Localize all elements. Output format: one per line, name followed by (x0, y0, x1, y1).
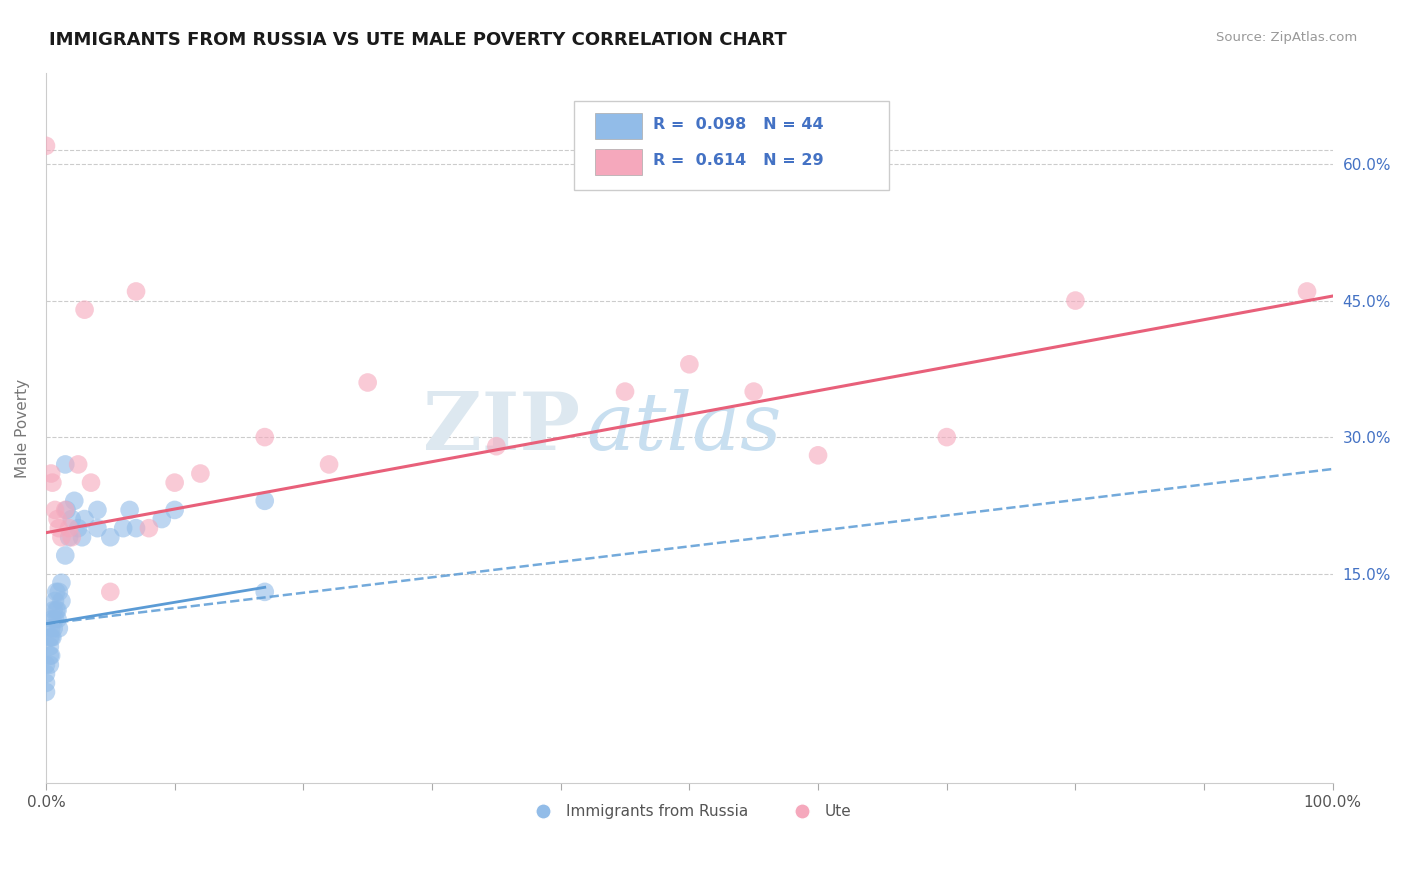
Y-axis label: Male Poverty: Male Poverty (15, 378, 30, 477)
Point (41, 475, 63, 490)
Point (112, 521, 135, 535)
Point (51, 530, 73, 544)
Point (44, 503, 66, 517)
Point (125, 521, 148, 535)
Point (138, 521, 160, 535)
Point (80, 475, 103, 490)
Point (41, 631, 63, 645)
Point (39, 467, 62, 481)
Point (38, 631, 60, 645)
Point (614, 384, 637, 399)
Point (253, 493, 276, 508)
Point (38, 640, 60, 654)
Point (42, 603, 65, 617)
Point (39, 648, 62, 663)
Point (742, 384, 765, 399)
Text: R =  0.098   N = 44: R = 0.098 N = 44 (654, 118, 824, 132)
Point (48, 621, 70, 635)
FancyBboxPatch shape (574, 102, 889, 190)
Point (125, 285, 148, 299)
Text: Source: ZipAtlas.com: Source: ZipAtlas.com (1216, 31, 1357, 45)
Point (86, 521, 108, 535)
Point (1064, 293, 1087, 308)
Point (55, 503, 77, 517)
Text: R =  0.614   N = 29: R = 0.614 N = 29 (654, 153, 824, 168)
Point (35, 685, 58, 699)
Point (318, 458, 340, 472)
Point (73, 512, 96, 526)
FancyBboxPatch shape (595, 113, 641, 139)
Point (485, 439, 508, 453)
Point (53, 503, 76, 517)
Point (53, 458, 76, 472)
Point (67, 458, 90, 472)
Point (46, 603, 69, 617)
Point (44, 612, 66, 626)
Point (98, 530, 121, 544)
Point (163, 503, 186, 517)
Point (150, 512, 173, 526)
Point (163, 475, 186, 490)
Point (51, 594, 73, 608)
Point (60, 512, 83, 526)
Point (73, 302, 96, 317)
Point (35, 657, 58, 672)
Point (70, 530, 93, 544)
Point (58, 521, 80, 535)
Point (48, 521, 70, 535)
Point (45, 603, 67, 617)
Point (39, 621, 62, 635)
FancyBboxPatch shape (595, 149, 641, 175)
Point (63, 493, 86, 508)
Point (190, 467, 212, 481)
Point (46, 512, 69, 526)
Point (46, 612, 69, 626)
Text: atlas: atlas (586, 389, 782, 467)
Point (1296, 285, 1319, 299)
Text: IMMIGRANTS FROM RUSSIA VS UTE MALE POVERTY CORRELATION CHART: IMMIGRANTS FROM RUSSIA VS UTE MALE POVER… (49, 31, 787, 49)
Point (42, 621, 65, 635)
Point (60, 530, 83, 544)
Point (935, 430, 957, 444)
Point (678, 357, 700, 371)
Point (38, 648, 60, 663)
Point (48, 585, 70, 599)
Point (58, 530, 80, 544)
Point (253, 430, 276, 444)
Point (39, 631, 62, 645)
Point (45, 585, 67, 599)
Point (807, 448, 830, 462)
Point (357, 376, 380, 390)
Point (35, 138, 58, 153)
Point (41, 612, 63, 626)
Point (53, 549, 76, 563)
Point (86, 503, 108, 517)
Point (44, 594, 66, 608)
Point (35, 666, 58, 681)
Point (38, 657, 60, 672)
Point (67, 521, 90, 535)
Legend: Immigrants from Russia, Ute: Immigrants from Russia, Ute (522, 797, 858, 825)
Text: ZIP: ZIP (423, 389, 581, 467)
Point (35, 676, 58, 690)
Point (253, 585, 276, 599)
Point (98, 585, 121, 599)
Point (118, 503, 141, 517)
Point (51, 575, 73, 590)
